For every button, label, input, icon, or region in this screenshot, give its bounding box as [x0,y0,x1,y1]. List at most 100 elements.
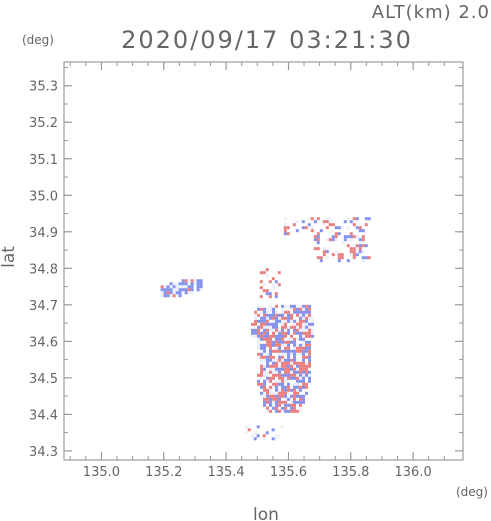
heatmap-cell [301,226,305,230]
heatmap-cell [281,373,285,377]
heatmap-cell [278,331,282,335]
heatmap-cell [272,358,276,362]
heatmap-cell [181,288,185,292]
heatmap-cell [259,286,263,290]
heatmap-cell [265,431,269,435]
heatmap-cell [284,370,288,374]
x-tick-label: 135.6 [270,465,307,480]
heatmap-cell [311,334,315,338]
heatmap-cell [290,397,294,401]
heatmap-cell [361,250,365,254]
heatmap-cell [284,367,288,371]
heatmap-cell [358,241,362,245]
heatmap-cell [278,379,282,383]
heatmap-cell [271,277,275,281]
data-layer [160,217,371,441]
heatmap-cell [322,220,326,224]
heatmap-cell [281,337,285,341]
heatmap-cell [251,328,255,332]
heatmap-cell [293,397,297,401]
heatmap-cell [308,331,312,335]
heatmap-cell [287,388,291,392]
heatmap-cell [184,291,188,295]
heatmap-cell [296,307,300,311]
heatmap-cell [305,313,309,317]
heatmap-cell [272,394,276,398]
heatmap-cell [271,428,275,432]
heatmap-cell [290,370,294,374]
heatmap-cell [266,397,270,401]
heatmap-cell [328,223,332,227]
heatmap-cell [296,343,300,347]
heatmap-cell [340,226,344,230]
heatmap-cell [166,291,170,295]
heatmap-cell [299,304,303,308]
heatmap-cell [322,223,326,227]
heatmap-cell [296,367,300,371]
heatmap-cell [263,343,267,347]
heatmap-cell [308,352,312,356]
heatmap-cell [275,349,279,353]
heatmap-cell [284,394,288,398]
heatmap-cell [299,367,303,371]
heatmap-cell [355,226,359,230]
heatmap-cell [316,235,320,239]
heatmap-cell [287,373,291,377]
heatmap-cell [199,279,203,283]
heatmap-cell [275,346,279,350]
heatmap-cell [284,322,288,326]
heatmap-cell [196,279,200,283]
heatmap-cell [272,403,276,407]
heatmap-cell [263,385,267,389]
heatmap-cell [346,235,350,239]
heatmap-cell [349,238,353,242]
heatmap-cell [299,316,303,320]
heatmap-cell [299,379,303,383]
heatmap-cell [349,235,353,239]
heatmap-cell [313,238,317,242]
heatmap-cell [305,325,309,329]
heatmap-cell [305,343,309,347]
heatmap-cell [287,355,291,359]
heatmap-cell [251,322,255,326]
heatmap-cell [269,358,273,362]
heatmap-cell [190,282,194,286]
heatmap-cell [287,382,291,386]
heatmap-cell [299,385,303,389]
heatmap-cell [287,313,291,317]
heatmap-cell [331,235,335,239]
heatmap-cell [269,322,273,326]
heatmap-cell [278,355,282,359]
heatmap-cell [260,346,264,350]
heatmap-cell [287,319,291,323]
heatmap-cell [263,346,267,350]
heatmap-cell [281,376,285,380]
heatmap-cell [260,370,264,374]
heatmap-cell [358,229,362,233]
heatmap-cell [358,238,362,242]
plot-frame [63,61,464,461]
heatmap-cell [361,244,365,248]
heatmap-cell [290,304,294,308]
heatmap-cell [263,373,267,377]
heatmap-cell [266,316,270,320]
heatmap-cell [269,352,273,356]
heatmap-cell [334,250,338,254]
heatmap-cell [293,346,297,350]
heatmap-cell [260,334,264,338]
heatmap-cell [287,304,291,308]
heatmap-cell [275,406,279,410]
heatmap-cell [308,364,312,368]
heatmap-cell [299,310,303,314]
heatmap-cell [302,325,306,329]
heatmap-cell [293,403,297,407]
heatmap-cell [266,340,270,344]
heatmap-cell [257,382,261,386]
heatmap-cell [278,370,282,374]
heatmap-cell [305,391,309,395]
heatmap-cell [302,319,306,323]
heatmap-cell [296,391,300,395]
heatmap-cell [293,352,297,356]
heatmap-cell [305,331,309,335]
heatmap-cell [316,256,320,260]
